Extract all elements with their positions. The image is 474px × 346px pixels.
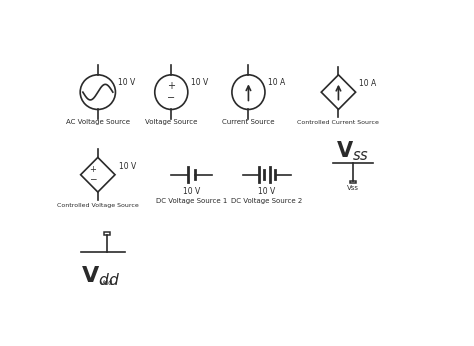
Text: 10 V: 10 V [258,187,275,196]
Text: $\mathbf{V}_{ss}$: $\mathbf{V}_{ss}$ [337,139,370,163]
Text: 10 A: 10 A [359,79,376,88]
Bar [350,181,356,183]
Text: Vdd: Vdd [100,280,114,286]
Text: 10 V: 10 V [118,78,136,87]
Text: 10 V: 10 V [183,187,200,196]
Text: Controlled Voltage Source: Controlled Voltage Source [57,203,139,208]
Text: +: + [167,81,175,91]
Text: DC Voltage Source 2: DC Voltage Source 2 [231,198,302,204]
Text: Controlled Current Source: Controlled Current Source [298,120,379,125]
Text: 10 V: 10 V [118,162,136,171]
Text: Voltage Source: Voltage Source [145,119,198,125]
Text: Vss: Vss [347,185,359,191]
Bar [104,232,110,235]
Text: AC Voltage Source: AC Voltage Source [66,119,130,125]
Text: +: + [90,165,96,174]
Text: $\mathbf{V}_{dd}$: $\mathbf{V}_{dd}$ [81,264,120,288]
Text: 10 V: 10 V [191,78,208,87]
Text: 10 A: 10 A [268,78,285,87]
Text: Current Source: Current Source [222,119,275,125]
Text: −: − [167,93,175,103]
Text: −: − [89,175,97,184]
Text: DC Voltage Source 1: DC Voltage Source 1 [156,198,227,204]
